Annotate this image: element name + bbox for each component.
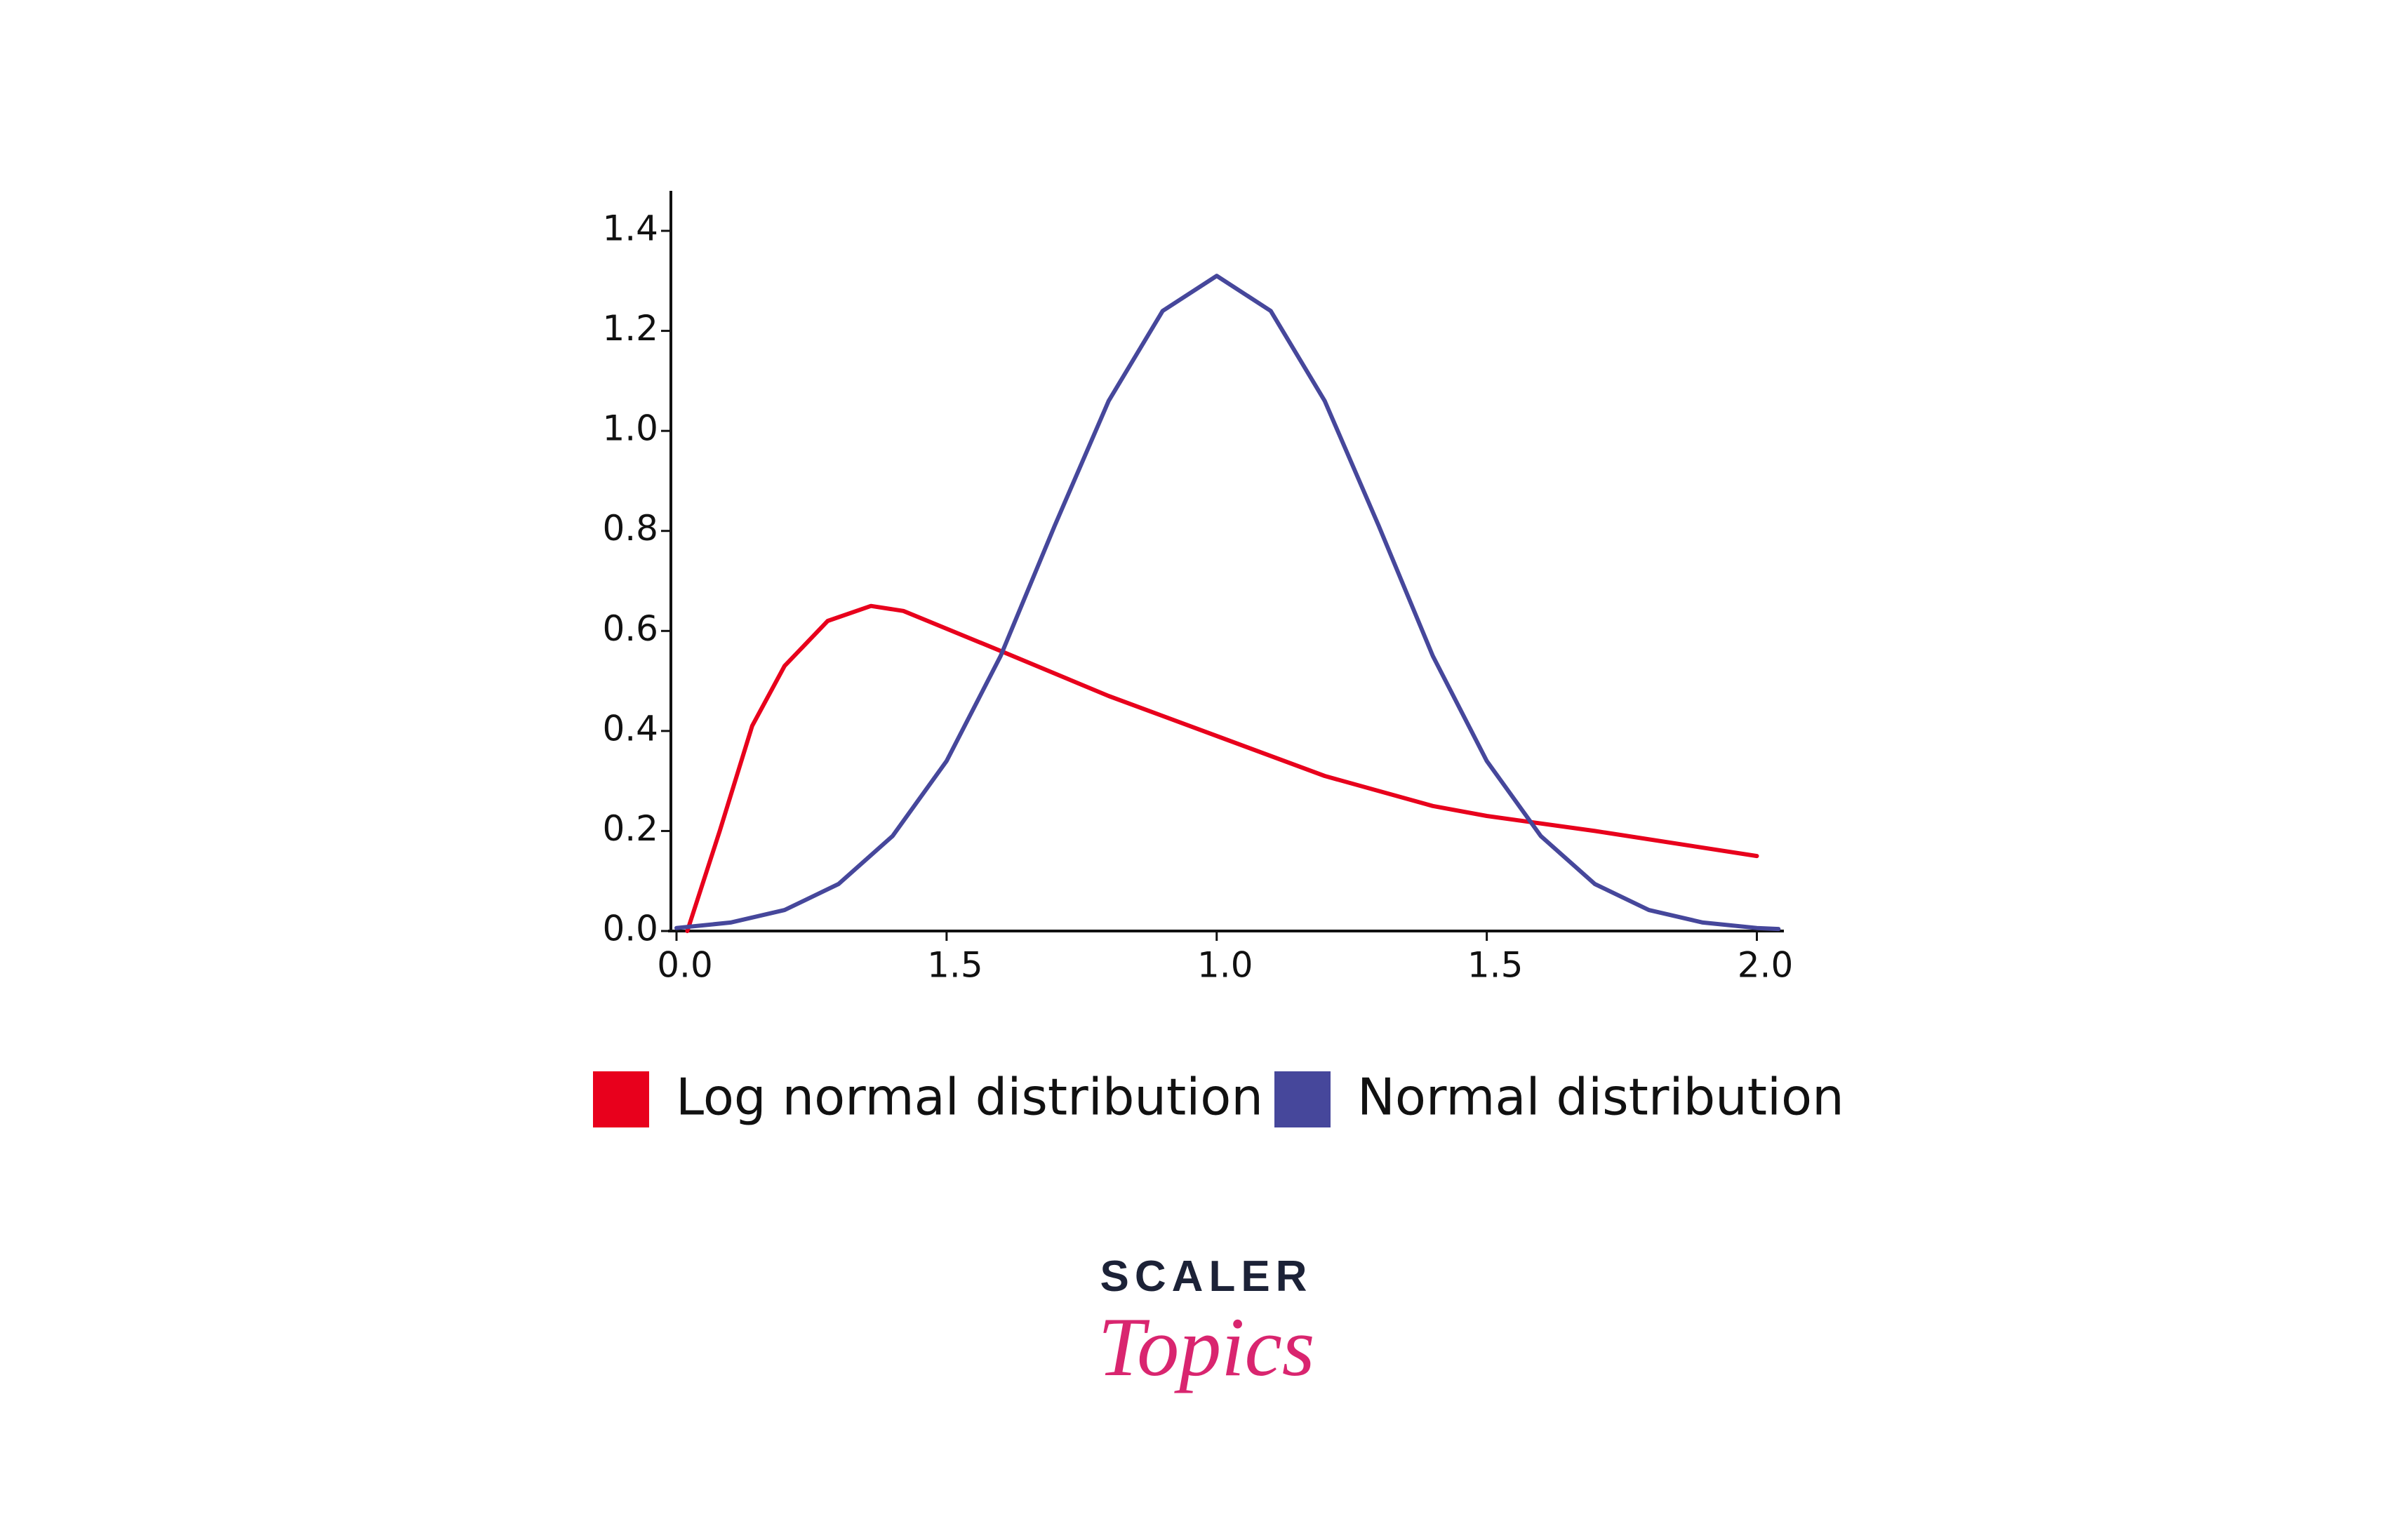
x-tick-label: 1.5 [1467,945,1524,986]
x-tick-label: 0.0 [657,945,713,986]
y-tick-label: 1.2 [602,308,658,349]
y-tick-label: 0.4 [602,708,658,749]
x-tick-label: 2.0 [1738,945,1794,986]
legend-label: Log normal distribution [676,1068,1263,1127]
y-tick-label: 1.0 [602,408,658,449]
y-tick-label: 0.6 [602,608,658,649]
x-tick-label: 1.0 [1197,945,1253,986]
logo: SCALER Topics [1098,1252,1314,1393]
series-line [685,603,1759,933]
x-tick-label: 1.5 [927,945,983,986]
y-tick-label: 1.4 [602,208,658,249]
legend-swatch [593,1071,649,1127]
y-tick-label: 0.8 [602,508,658,549]
series-line [674,274,1781,932]
y-tick-label: 0.0 [602,909,658,949]
y-tick-label: 0.2 [602,808,658,849]
legend-label: Normal distribution [1357,1068,1844,1127]
logo-sub: Topics [1098,1300,1314,1393]
legend-swatch [1274,1071,1331,1127]
logo-brand: SCALER [1100,1252,1313,1301]
